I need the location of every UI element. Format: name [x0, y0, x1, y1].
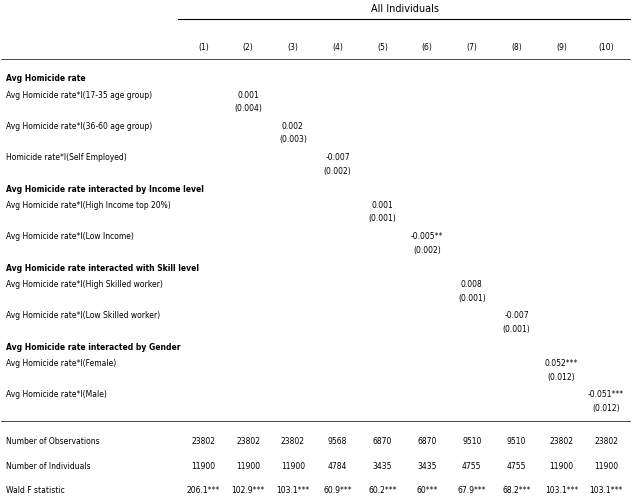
Text: Avg Homicide rate*I(Female): Avg Homicide rate*I(Female) — [6, 358, 116, 367]
Text: Wald F statistic: Wald F statistic — [6, 485, 65, 494]
Text: (10): (10) — [598, 43, 614, 52]
Text: Avg Homicide rate*I(Low Skilled worker): Avg Homicide rate*I(Low Skilled worker) — [6, 311, 161, 320]
Text: (2): (2) — [242, 43, 253, 52]
Text: 103.1***: 103.1*** — [589, 485, 623, 494]
Text: 60***: 60*** — [417, 485, 438, 494]
Text: 3435: 3435 — [373, 460, 392, 469]
Text: 23802: 23802 — [236, 436, 260, 445]
Text: (0.012): (0.012) — [592, 403, 620, 412]
Text: (6): (6) — [422, 43, 432, 52]
Text: 0.001: 0.001 — [372, 200, 393, 209]
Text: 0.001: 0.001 — [237, 91, 259, 100]
Text: Avg Homicide rate*I(High Skilled worker): Avg Homicide rate*I(High Skilled worker) — [6, 280, 163, 289]
Text: 67.9***: 67.9*** — [458, 485, 486, 494]
Text: (0.001): (0.001) — [368, 214, 396, 223]
Text: Avg Homicide rate*I(36-60 age group): Avg Homicide rate*I(36-60 age group) — [6, 122, 153, 131]
Text: 4755: 4755 — [507, 460, 527, 469]
Text: 102.9***: 102.9*** — [232, 485, 265, 494]
Text: 0.002: 0.002 — [282, 122, 304, 131]
Text: 11900: 11900 — [191, 460, 215, 469]
Text: (3): (3) — [287, 43, 298, 52]
Text: (0.003): (0.003) — [279, 135, 307, 144]
Text: (0.001): (0.001) — [458, 293, 486, 302]
Text: 206.1***: 206.1*** — [187, 485, 220, 494]
Text: (0.012): (0.012) — [548, 372, 575, 381]
Text: Avg Homicide rate: Avg Homicide rate — [6, 74, 86, 83]
Text: 23802: 23802 — [549, 436, 573, 445]
Text: 23802: 23802 — [191, 436, 215, 445]
Text: 9510: 9510 — [462, 436, 482, 445]
Text: 68.2***: 68.2*** — [503, 485, 531, 494]
Text: (9): (9) — [556, 43, 567, 52]
Text: (0.004): (0.004) — [234, 104, 262, 113]
Text: 23802: 23802 — [594, 436, 618, 445]
Text: 4784: 4784 — [328, 460, 348, 469]
Text: 9568: 9568 — [328, 436, 348, 445]
Text: 103.1***: 103.1*** — [545, 485, 578, 494]
Text: Avg Homicide rate*I(Low Income): Avg Homicide rate*I(Low Income) — [6, 232, 134, 241]
Text: 11900: 11900 — [236, 460, 260, 469]
Text: All Individuals: All Individuals — [371, 4, 439, 14]
Text: -0.007: -0.007 — [505, 311, 529, 320]
Text: Number of Observations: Number of Observations — [6, 436, 100, 445]
Text: (4): (4) — [332, 43, 343, 52]
Text: 9510: 9510 — [507, 436, 526, 445]
Text: Number of Individuals: Number of Individuals — [6, 460, 91, 469]
Text: 0.008: 0.008 — [461, 280, 483, 289]
Text: 11900: 11900 — [594, 460, 618, 469]
Text: (0.002): (0.002) — [323, 166, 351, 175]
Text: 103.1***: 103.1*** — [276, 485, 310, 494]
Text: Homicide rate*I(Self Employed): Homicide rate*I(Self Employed) — [6, 153, 127, 162]
Text: -0.005**: -0.005** — [411, 232, 443, 241]
Text: 60.9***: 60.9*** — [323, 485, 352, 494]
Text: Avg Homicide rate*I(High Income top 20%): Avg Homicide rate*I(High Income top 20%) — [6, 200, 171, 209]
Text: (1): (1) — [198, 43, 209, 52]
Text: (8): (8) — [511, 43, 522, 52]
Text: Avg Homicide rate*I(17-35 age group): Avg Homicide rate*I(17-35 age group) — [6, 91, 153, 100]
Text: -0.051***: -0.051*** — [588, 390, 624, 399]
Text: 0.052***: 0.052*** — [544, 358, 578, 367]
Text: Avg Homicide rate interacted by Gender: Avg Homicide rate interacted by Gender — [6, 342, 181, 351]
Text: Avg Homicide rate interacted with Skill level: Avg Homicide rate interacted with Skill … — [6, 263, 199, 272]
Text: -0.007: -0.007 — [325, 153, 350, 162]
Text: (7): (7) — [467, 43, 477, 52]
Text: 6870: 6870 — [417, 436, 437, 445]
Text: 11900: 11900 — [281, 460, 305, 469]
Text: 4755: 4755 — [462, 460, 482, 469]
Text: Avg Homicide rate*I(Male): Avg Homicide rate*I(Male) — [6, 390, 108, 399]
Text: Avg Homicide rate interacted by Income level: Avg Homicide rate interacted by Income l… — [6, 184, 204, 193]
Text: 11900: 11900 — [549, 460, 573, 469]
Text: (5): (5) — [377, 43, 388, 52]
Text: (0.001): (0.001) — [503, 324, 530, 333]
Text: 23802: 23802 — [281, 436, 305, 445]
Text: 3435: 3435 — [417, 460, 437, 469]
Text: 6870: 6870 — [373, 436, 392, 445]
Text: (0.002): (0.002) — [413, 245, 441, 254]
Text: 60.2***: 60.2*** — [368, 485, 397, 494]
